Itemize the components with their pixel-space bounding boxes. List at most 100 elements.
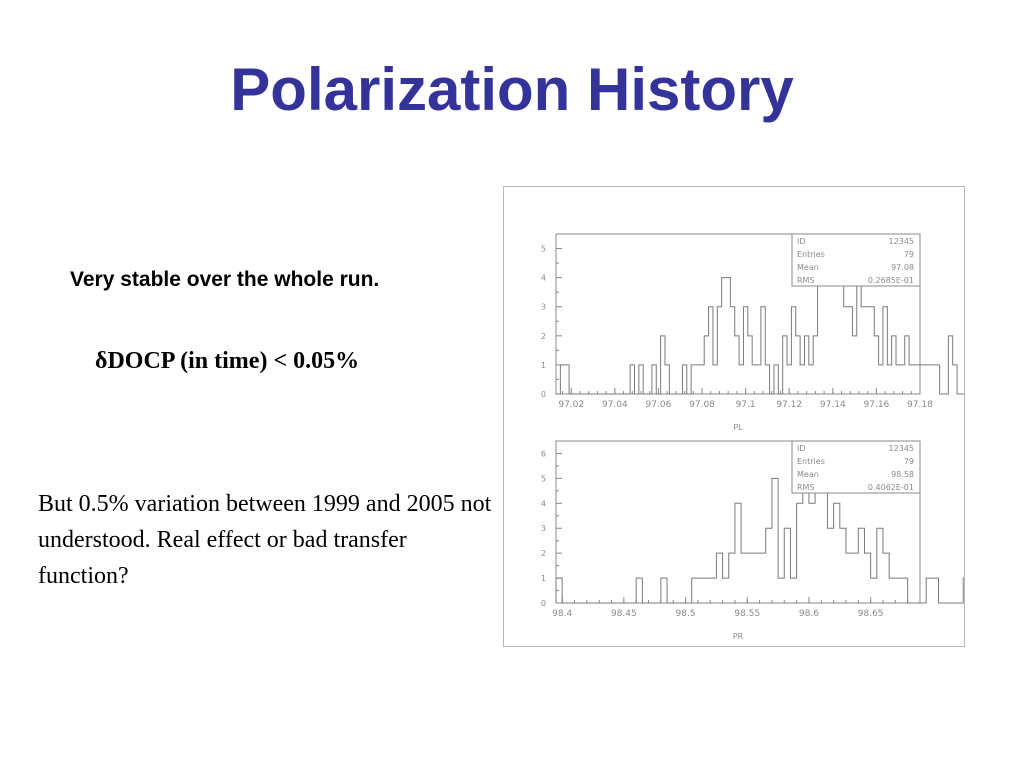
histogram-bin [864,553,870,603]
y-tick-label: 5 [541,245,546,254]
histogram-bin [630,365,634,394]
histogram-bin [804,336,808,394]
histogram-bin [639,365,643,394]
histogram-bin [716,553,722,603]
y-tick-label: 0 [541,599,546,608]
histogram-bin [560,365,564,394]
histogram-outline [556,248,964,395]
plot-frame-box [555,440,921,604]
histogram-bin [896,365,900,394]
delta-symbol: δ [95,348,108,374]
stability-statement: Very stable over the whole run. [70,268,380,291]
histogram-bin [790,578,796,603]
x-tick-label: 97.14 [820,400,846,410]
histogram-bin [821,478,827,603]
histogram-bin [743,307,747,394]
docp-statement: δDOCP (in time) < 0.05% [95,348,359,375]
histogram-bin [892,336,896,394]
histogram-bin [901,578,907,603]
histogram-bin [895,578,901,603]
stats-value: 98.58 [891,470,914,479]
histogram-bin [726,278,730,394]
histogram-bin [846,553,852,603]
y-tick-label: 3 [541,303,546,312]
histogram-bin [848,307,852,394]
y-tick-label: 1 [541,574,546,583]
histogram-bin [695,365,699,394]
histogram-bin [797,503,803,603]
histogram-bin [953,365,957,394]
histogram-bin [932,578,938,603]
stats-label: Entries [797,457,825,466]
x-tick-label: 97.16 [864,400,890,410]
histogram-figure: 0 1 2 3 4 5 97.02 97.04 97.06 97.08 97.1 97.12 97.14… [503,186,965,647]
histogram-bin [877,528,883,603]
x-axis-label: PR [733,632,744,641]
y-tick-label: 5 [541,474,546,483]
x-tick-label: 98.4 [552,609,572,619]
histogram-bin [935,365,939,394]
stats-value: 97.08 [891,263,914,272]
x-tick-label: 98.6 [799,609,819,619]
histogram-bin [761,307,765,394]
histogram-bin [565,365,569,394]
histogram-bin [682,365,686,394]
x-tick-label: 97.06 [646,400,672,410]
histogram-bin [661,336,665,394]
stats-value: 0.2685E-01 [868,276,914,285]
histogram-bin [766,528,772,603]
x-tick-label: 97.02 [558,400,584,410]
histogram-bin [866,307,870,394]
histogram-bin [757,365,761,394]
x-tick-label: 97.08 [689,400,715,410]
histogram-bin [879,365,883,394]
stats-box [791,440,921,494]
histogram-bin [765,365,769,394]
stats-value: 12345 [889,237,914,246]
y-tick-label: 2 [541,332,546,341]
y-tick-label: 2 [541,549,546,558]
histogram-bin [698,578,704,603]
y-tick-label: 4 [541,499,546,508]
stats-label: Mean [797,470,819,479]
stats-label: RMS [797,483,815,492]
histogram-bin [752,365,756,394]
y-tick-label: 0 [541,390,546,399]
histogram-bin [747,553,753,603]
y-tick-label: 3 [541,524,546,533]
histogram-bin [913,365,917,394]
slide-title: Polarization History [230,56,794,123]
stats-label: Entries [797,250,825,259]
y-tick-label: 1 [541,361,546,370]
histogram-bin [710,578,716,603]
stats-label: Mean [797,263,819,272]
histogram-bin [778,578,784,603]
histogram-bin [713,365,717,394]
x-tick-label: 98.45 [611,609,637,619]
x-tick-label: 98.5 [676,609,696,619]
histogram-bin [874,336,878,394]
histogram-bin [652,365,656,394]
x-tick-label: 98.65 [858,609,884,619]
stats-value: 0.4062E-01 [868,483,914,492]
histogram-bin [665,365,669,394]
x-tick-label: 97.18 [907,400,933,410]
docp-text: DOCP (in time) < 0.05% [107,348,360,374]
histogram-bin [870,307,874,394]
histogram-bin [858,528,864,603]
histogram-bin [861,307,865,394]
histogram-bin [772,478,778,603]
histogram-bin [748,336,752,394]
histogram-bin [857,278,861,394]
histogram-bin [729,553,735,603]
histogram-bin [905,336,909,394]
histogram-bin [735,503,741,603]
histogram-bin [709,307,713,394]
histogram-bin [717,307,721,394]
x-tick-label: 97.12 [776,400,802,410]
x-tick-label: 98.55 [734,609,760,619]
stats-label: RMS [797,276,815,285]
